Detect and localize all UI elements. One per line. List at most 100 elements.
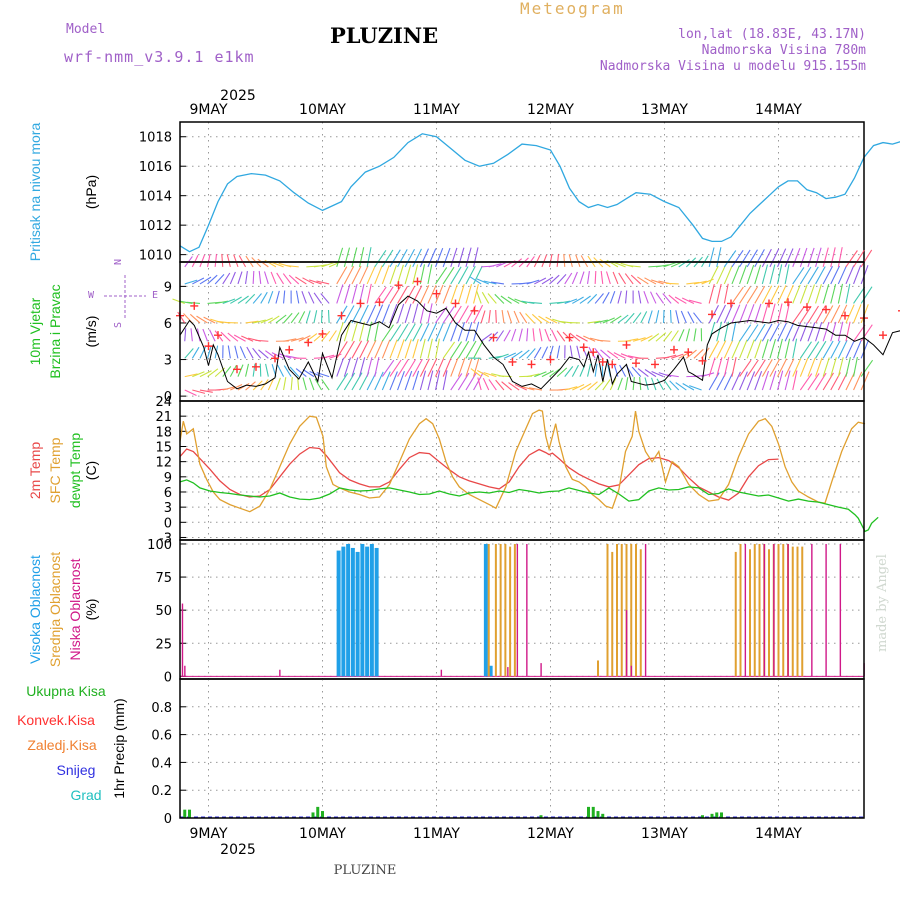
wind-barb <box>792 267 805 285</box>
wind-barb <box>288 274 300 285</box>
cloud-high-bar <box>488 665 493 677</box>
wind-barb <box>549 253 553 267</box>
wind-barb <box>815 372 827 391</box>
cloud-mid-bar <box>620 543 623 677</box>
ytick-label: 1010 <box>139 249 172 264</box>
ytick-label: 1018 <box>139 131 172 146</box>
wind-barb <box>792 358 802 377</box>
wind-barb <box>389 371 398 391</box>
wind-barb <box>427 284 437 304</box>
wind-barb <box>556 367 568 378</box>
wind-barb <box>815 284 822 304</box>
panel-frame <box>179 678 865 819</box>
wind-barb <box>412 285 423 304</box>
date-label-bottom: 11MAY <box>413 826 460 842</box>
wind-barb <box>538 328 543 342</box>
wind-barb <box>252 270 255 284</box>
wind-barb <box>648 333 660 342</box>
wind-barb <box>610 315 622 324</box>
wind-barb <box>271 261 284 268</box>
gust-marker <box>489 333 498 342</box>
wind-barb <box>754 371 763 391</box>
wind-barb <box>644 277 657 285</box>
wind-barb <box>343 266 355 285</box>
wind-barb <box>731 321 737 342</box>
wind-barb <box>257 258 269 268</box>
wind-barb <box>290 337 304 342</box>
wind-barb <box>549 368 561 378</box>
wind-barb <box>647 310 653 324</box>
wind-barb <box>807 266 819 285</box>
ylabel-line: Niska Oblacnost <box>67 558 83 660</box>
wind-barb <box>716 321 723 342</box>
wind-barb <box>442 284 451 304</box>
precip-total-bar <box>701 815 704 818</box>
wind-barb <box>473 357 480 377</box>
wind-barb <box>500 295 512 304</box>
wind-barb <box>404 359 416 377</box>
wind-barb <box>556 330 566 342</box>
wind-barb <box>514 298 527 304</box>
cloud-low-bar <box>630 665 633 677</box>
wind-barb <box>237 364 244 377</box>
wind-barb <box>643 291 649 304</box>
wind-barb <box>807 357 816 377</box>
wind-barb <box>435 358 445 377</box>
wind-barb <box>381 249 394 268</box>
wind-barb <box>532 328 535 342</box>
gust-marker <box>318 329 327 338</box>
wind-barb <box>549 274 560 285</box>
wind-barb <box>746 249 758 268</box>
wind-barb <box>853 286 866 304</box>
wind-barb <box>609 291 616 304</box>
wind-barb <box>336 284 344 304</box>
gust-marker <box>727 299 735 308</box>
ytick-label: 100 <box>147 538 172 553</box>
wind-barb <box>508 382 520 391</box>
gust-marker <box>337 311 346 320</box>
wind-barb <box>761 370 770 391</box>
wind-barb <box>564 366 574 377</box>
wind-barb <box>594 293 604 304</box>
wind-barb <box>563 253 566 267</box>
wind-barb <box>822 266 833 285</box>
gust-marker <box>684 348 693 357</box>
gust-marker <box>822 305 830 314</box>
wind-barb <box>209 329 216 342</box>
wind-barb <box>525 313 535 324</box>
wind-barb <box>576 345 581 359</box>
wind-barb <box>693 312 702 324</box>
wind-barb <box>792 248 801 268</box>
wind-barb <box>309 279 322 285</box>
wind-barb <box>258 349 269 359</box>
wind-barb <box>282 273 292 285</box>
wind-barb <box>853 371 863 391</box>
date-label-top: 14MAY <box>755 102 802 118</box>
model-name: wrf-nmm_v3.9.1 e1km <box>64 48 255 66</box>
wind-barb <box>669 309 672 323</box>
wind-barb <box>541 276 554 285</box>
wind-barb <box>404 323 416 342</box>
wind-barb <box>632 312 642 324</box>
wind-barb <box>594 347 604 359</box>
wind-barb <box>215 300 229 304</box>
wind-barb <box>419 285 430 304</box>
cloud-mid-bar <box>494 543 497 677</box>
gust-marker <box>784 298 792 307</box>
cloud-mid-bar <box>753 543 756 677</box>
cloud-low-bar <box>526 543 528 677</box>
wind-barbs <box>172 247 874 396</box>
wind-barb <box>268 315 280 324</box>
gust-marker <box>527 360 536 369</box>
wind-barb <box>374 265 383 285</box>
wind-barb <box>511 258 523 268</box>
wind-barb <box>186 301 200 305</box>
wind-barb <box>784 322 795 342</box>
ylabel-line: 10m Vjetar <box>27 297 43 365</box>
wind-barb <box>381 324 394 342</box>
wind-barb <box>777 323 787 342</box>
wind-barb <box>442 357 452 377</box>
wind-barb <box>799 266 812 285</box>
wind-barb <box>253 319 266 324</box>
